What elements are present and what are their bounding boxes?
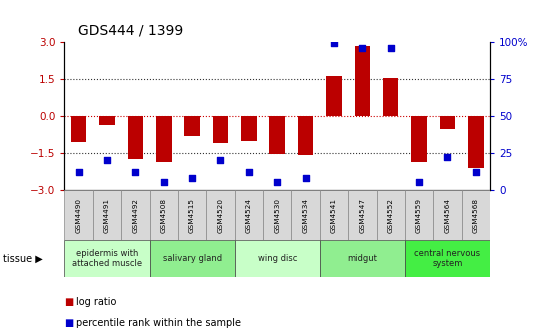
Bar xyxy=(150,240,235,277)
Text: GSM4491: GSM4491 xyxy=(104,198,110,233)
Text: midgut: midgut xyxy=(347,254,377,263)
Text: GSM4559: GSM4559 xyxy=(416,198,422,233)
Bar xyxy=(405,190,433,240)
Bar xyxy=(128,116,143,159)
Bar xyxy=(235,240,320,277)
Point xyxy=(329,41,338,46)
Bar xyxy=(150,190,178,240)
Text: ■: ■ xyxy=(64,318,74,328)
Text: GSM4520: GSM4520 xyxy=(217,198,223,233)
Bar xyxy=(156,116,171,162)
Bar xyxy=(121,190,150,240)
Bar xyxy=(184,116,200,136)
Point xyxy=(74,169,83,175)
Text: GSM4508: GSM4508 xyxy=(161,198,167,233)
Point xyxy=(301,175,310,181)
Text: epidermis with
attached muscle: epidermis with attached muscle xyxy=(72,249,142,268)
Bar xyxy=(178,190,206,240)
Bar xyxy=(64,240,150,277)
Point xyxy=(102,158,111,163)
Text: GSM4524: GSM4524 xyxy=(246,198,252,233)
Bar xyxy=(468,116,484,168)
Bar xyxy=(269,116,285,154)
Text: GSM4547: GSM4547 xyxy=(360,198,365,233)
Text: GSM4541: GSM4541 xyxy=(331,198,337,233)
Bar xyxy=(433,190,461,240)
Point xyxy=(273,180,282,185)
Bar xyxy=(298,116,314,155)
Text: GSM4534: GSM4534 xyxy=(302,198,309,233)
Point xyxy=(216,158,225,163)
Text: GSM4568: GSM4568 xyxy=(473,198,479,233)
Point xyxy=(131,169,140,175)
Text: percentile rank within the sample: percentile rank within the sample xyxy=(76,318,241,328)
Bar xyxy=(71,116,86,142)
Bar xyxy=(263,190,291,240)
Bar xyxy=(235,190,263,240)
Bar xyxy=(320,240,405,277)
Point xyxy=(472,169,480,175)
Bar xyxy=(440,116,455,129)
Text: GSM4564: GSM4564 xyxy=(445,198,450,233)
Text: wing disc: wing disc xyxy=(258,254,297,263)
Bar xyxy=(411,116,427,162)
Point xyxy=(443,155,452,160)
Bar xyxy=(64,190,93,240)
Bar xyxy=(348,190,376,240)
Text: GDS444 / 1399: GDS444 / 1399 xyxy=(78,24,184,38)
Point xyxy=(386,45,395,51)
Point xyxy=(159,180,168,185)
Text: salivary gland: salivary gland xyxy=(162,254,222,263)
Bar xyxy=(291,190,320,240)
Bar xyxy=(405,240,490,277)
Bar xyxy=(383,78,399,116)
Point xyxy=(358,45,367,51)
Bar xyxy=(213,116,228,143)
Text: central nervous
system: central nervous system xyxy=(414,249,480,268)
Text: GSM4552: GSM4552 xyxy=(388,198,394,233)
Bar xyxy=(354,46,370,116)
Bar xyxy=(241,116,256,140)
Bar xyxy=(376,190,405,240)
Text: GSM4515: GSM4515 xyxy=(189,198,195,233)
Bar xyxy=(326,77,342,116)
Text: GSM4490: GSM4490 xyxy=(76,198,82,233)
Text: GSM4492: GSM4492 xyxy=(132,198,138,233)
Text: ■: ■ xyxy=(64,297,74,307)
Point xyxy=(188,175,197,181)
Bar xyxy=(99,116,115,125)
Text: GSM4530: GSM4530 xyxy=(274,198,280,233)
Bar xyxy=(93,190,121,240)
Bar xyxy=(206,190,235,240)
Bar xyxy=(461,190,490,240)
Text: log ratio: log ratio xyxy=(76,297,116,307)
Point xyxy=(244,169,253,175)
Text: tissue ▶: tissue ▶ xyxy=(3,254,43,264)
Point xyxy=(414,180,423,185)
Bar xyxy=(320,190,348,240)
